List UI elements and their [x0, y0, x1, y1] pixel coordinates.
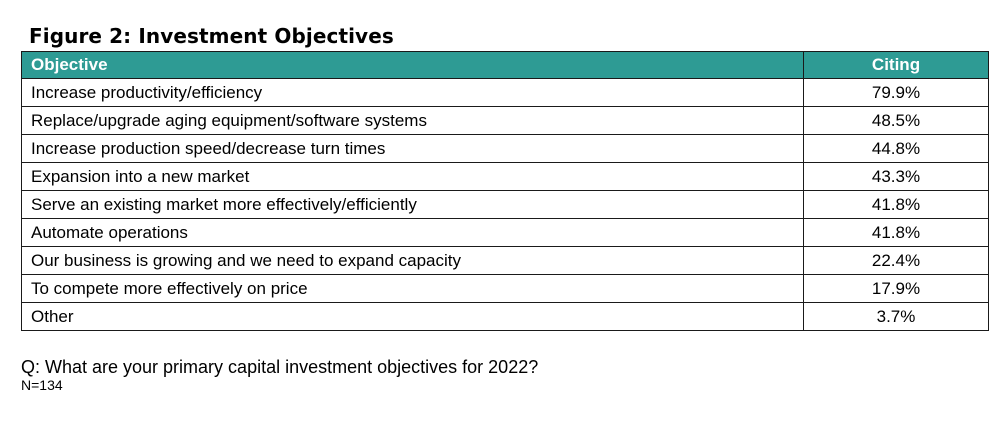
- sample-size: N=134: [21, 377, 63, 393]
- cell-objective: Other: [21, 302, 804, 331]
- table-row: To compete more effectively on price 17.…: [21, 274, 989, 303]
- cell-objective: Our business is growing and we need to e…: [21, 246, 804, 275]
- cell-objective: Serve an existing market more effectivel…: [21, 190, 804, 219]
- cell-citing: 48.5%: [803, 106, 989, 135]
- cell-citing: 3.7%: [803, 302, 989, 331]
- figure-title: Figure 2: Investment Objectives: [29, 24, 394, 48]
- cell-citing: 41.8%: [803, 218, 989, 247]
- cell-objective: Increase productivity/efficiency: [21, 78, 804, 107]
- survey-question: Q: What are your primary capital investm…: [21, 357, 539, 377]
- cell-citing: 79.9%: [803, 78, 989, 107]
- cell-objective: Expansion into a new market: [21, 162, 804, 191]
- table-row: Expansion into a new market 43.3%: [21, 162, 989, 191]
- table-row: Replace/upgrade aging equipment/software…: [21, 106, 989, 135]
- header-citing: Citing: [803, 51, 989, 79]
- table-row: Increase production speed/decrease turn …: [21, 134, 989, 163]
- cell-objective: Automate operations: [21, 218, 804, 247]
- table-row: Serve an existing market more effectivel…: [21, 190, 989, 219]
- cell-objective: Replace/upgrade aging equipment/software…: [21, 106, 804, 135]
- header-objective: Objective: [21, 51, 804, 79]
- cell-citing: 17.9%: [803, 274, 989, 303]
- table-row: Increase productivity/efficiency 79.9%: [21, 78, 989, 107]
- cell-citing: 41.8%: [803, 190, 989, 219]
- table-header-row: Objective Citing: [21, 51, 989, 79]
- cell-objective: To compete more effectively on price: [21, 274, 804, 303]
- table-row: Our business is growing and we need to e…: [21, 246, 989, 275]
- objectives-table: Objective Citing Increase productivity/e…: [21, 51, 989, 331]
- cell-citing: 43.3%: [803, 162, 989, 191]
- cell-objective: Increase production speed/decrease turn …: [21, 134, 804, 163]
- cell-citing: 22.4%: [803, 246, 989, 275]
- table-row: Automate operations 41.8%: [21, 218, 989, 247]
- table-row: Other 3.7%: [21, 302, 989, 331]
- cell-citing: 44.8%: [803, 134, 989, 163]
